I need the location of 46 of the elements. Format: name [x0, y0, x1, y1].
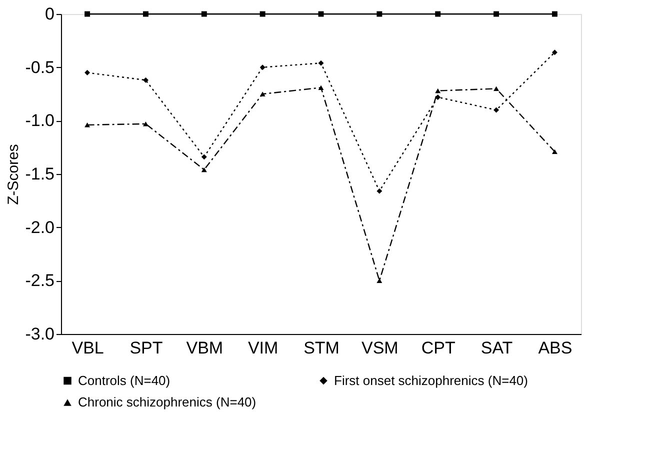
legend-label: Chronic schizophrenics (N=40) — [78, 394, 256, 410]
x-tick-label: VIM — [248, 338, 278, 358]
point — [376, 188, 382, 194]
point — [494, 11, 500, 17]
point — [84, 122, 90, 128]
legend-label: First onset schizophrenics (N=40) — [334, 372, 528, 388]
point — [376, 278, 382, 284]
x-tick-label: STM — [304, 338, 340, 358]
y-tick-label: 0 — [45, 4, 54, 24]
point — [552, 11, 558, 17]
y-tick-label: -1.0 — [25, 111, 54, 130]
point — [318, 60, 324, 66]
point — [142, 11, 148, 17]
point — [376, 11, 382, 17]
point — [260, 92, 266, 96]
y-tick-label: -0.5 — [25, 58, 54, 77]
x-tick-label: VSM — [362, 338, 398, 358]
x-tick-label: CPT — [421, 338, 456, 358]
point — [318, 85, 324, 90]
point — [435, 88, 441, 94]
point — [201, 154, 207, 160]
point — [552, 149, 558, 154]
x-tick-label: ABS — [538, 338, 572, 358]
x-tick-label: SPT — [130, 338, 163, 358]
point — [142, 121, 148, 126]
point — [201, 11, 207, 17]
point — [260, 64, 266, 70]
point — [494, 86, 500, 92]
point — [84, 70, 90, 76]
y-tick-label: -2.5 — [25, 271, 54, 290]
x-tick-label: SAT — [480, 338, 513, 358]
legend-label: Controls (N=40) — [78, 372, 170, 388]
point — [494, 107, 500, 113]
point — [201, 167, 207, 172]
y-tick-label: -3.0 — [25, 324, 54, 344]
point — [260, 11, 266, 17]
y-axis-title: Z-Scores — [5, 144, 22, 205]
y-tick-label: -2.0 — [25, 218, 54, 237]
point — [142, 77, 148, 83]
point — [552, 50, 558, 56]
x-tick-label: VBL — [72, 338, 104, 358]
point — [84, 11, 90, 17]
y-tick-label: -1.5 — [25, 164, 54, 184]
point — [435, 94, 441, 100]
x-tick-label: VBM — [186, 338, 224, 358]
point — [435, 11, 441, 17]
